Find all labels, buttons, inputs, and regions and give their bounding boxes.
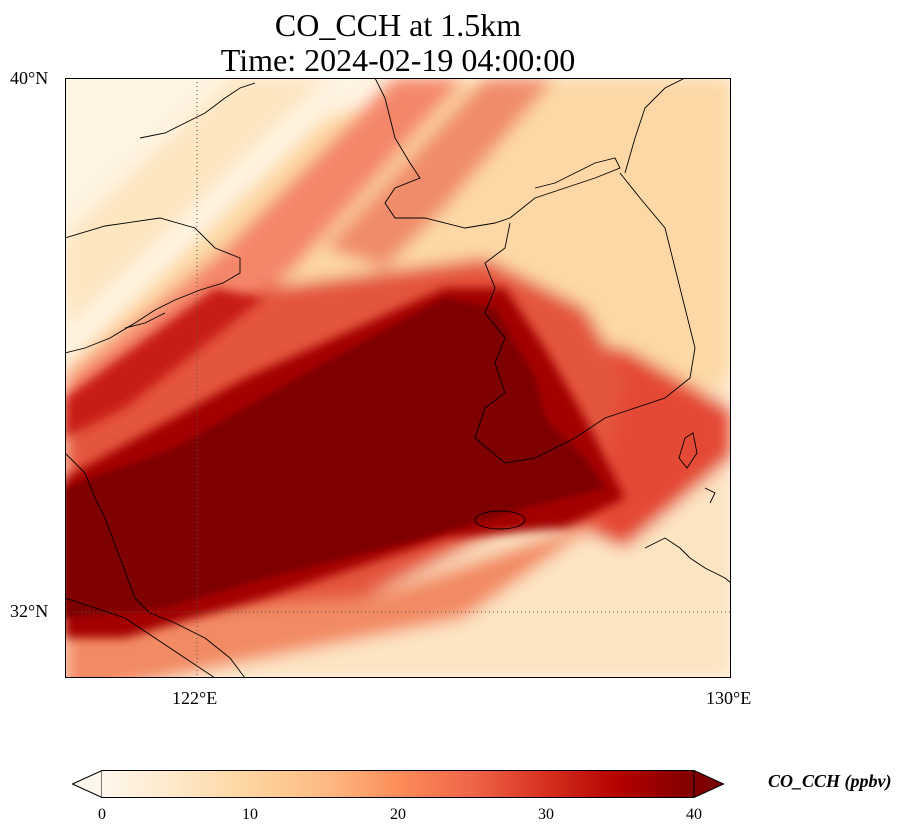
colorbar-label: CO_CCH (ppbv) xyxy=(768,770,892,792)
colorbar-tick-20: 20 xyxy=(390,806,406,824)
colorbar xyxy=(72,770,724,798)
colorbar-tick-30: 30 xyxy=(538,806,554,824)
colorbar-extend-min xyxy=(73,771,103,798)
colorbar-gradient xyxy=(72,770,724,798)
colorbar-extend-max xyxy=(694,771,724,798)
map-title: CO_CCH at 1.5km xyxy=(0,8,796,42)
map-time: Time: 2024-02-19 04:00:00 xyxy=(0,43,796,77)
co-concentration-field xyxy=(65,78,731,678)
colorbar-tick-40: 40 xyxy=(686,806,702,824)
colorbar-tick-0: 0 xyxy=(98,806,106,824)
lat-tick-32: 32°N xyxy=(10,601,48,621)
lon-tick-130: 130°E xyxy=(706,688,751,708)
colorbar-tick-10: 10 xyxy=(242,806,258,824)
lat-tick-40: 40°N xyxy=(10,68,48,88)
colorbar-fill xyxy=(102,771,694,798)
lon-tick-122: 122°E xyxy=(172,688,217,708)
map-panel xyxy=(65,78,731,678)
